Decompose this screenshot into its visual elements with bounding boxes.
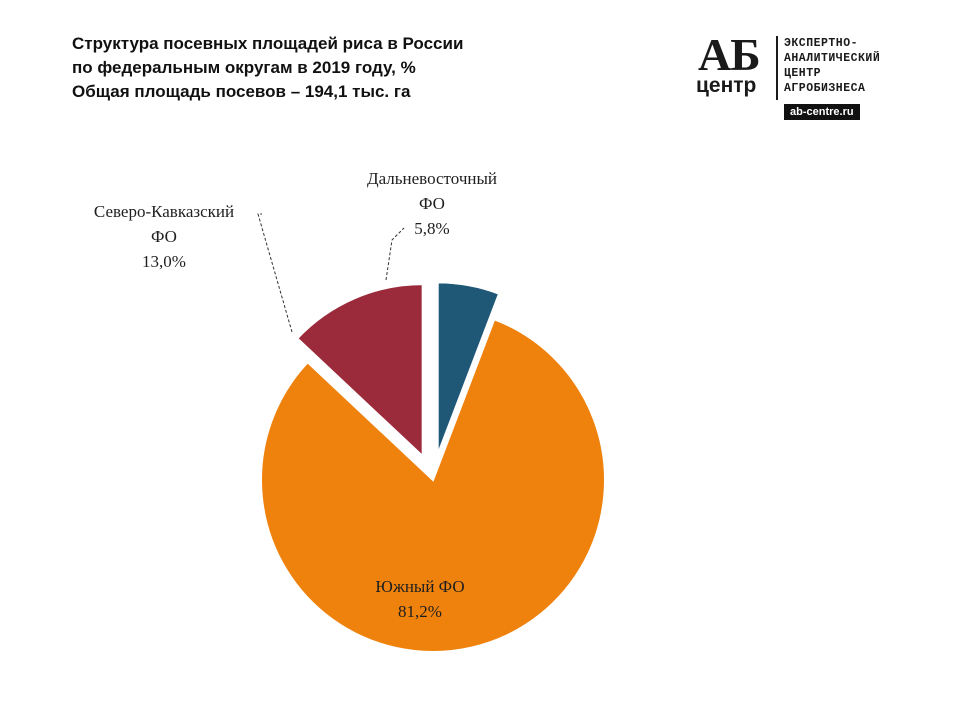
logo-mark-ab: АБ	[698, 29, 761, 80]
logo-text-line-4: АГРОБИЗНЕСА	[784, 82, 866, 95]
leader-line-3	[257, 213, 293, 333]
pie-slice-1	[436, 281, 501, 455]
logo-divider	[776, 36, 778, 100]
leader-lines	[257, 213, 405, 333]
ab-centre-logo: АБ центр ЭКСПЕРТНО- АНАЛИТИЧЕСКИЙ ЦЕНТР …	[688, 32, 936, 120]
logo-url: ab-centre.ru	[784, 104, 860, 120]
chart-title: Структура посевных площадей риса в Росси…	[72, 32, 572, 104]
logo-mark: АБ центр	[692, 29, 774, 102]
title-line-2: по федеральным округам в 2019 году, %	[72, 58, 416, 77]
slice-value-label-2: 81,2%	[398, 602, 442, 621]
logo-text-line-2: АНАЛИТИЧЕСКИЙ	[784, 52, 881, 65]
pie-slices	[260, 281, 606, 653]
title-line-1: Структура посевных площадей риса в Росси…	[72, 34, 464, 53]
slice-value-label-1: 5,8%	[414, 219, 449, 238]
pie-slice-3	[295, 283, 424, 459]
logo-mark-center: центр	[696, 74, 757, 97]
logo-text: ЭКСПЕРТНО- АНАЛИТИЧЕСКИЙ ЦЕНТР АГРОБИЗНЕ…	[784, 36, 880, 96]
pie-slice-2	[260, 318, 606, 653]
logo-text-line-3: ЦЕНТР	[784, 67, 822, 80]
slice-labels: Дальневосточный ФО 5,8% Южный ФО 81,2% Северо…	[94, 169, 497, 621]
slice-name-label-1: Дальневосточный	[367, 169, 497, 188]
slice-value-label-3: 13,0%	[142, 252, 186, 271]
slice-name-label-3: ФО	[151, 227, 177, 246]
slice-name-label-2: Южный ФО	[375, 577, 464, 596]
slice-name-label-1: ФО	[419, 194, 445, 213]
logo-text-line-1: ЭКСПЕРТНО-	[784, 37, 859, 50]
leader-line-1	[385, 227, 405, 281]
slice-name-label-3: Северо-Кавказский	[94, 202, 234, 221]
title-line-3: Общая площадь посевов – 194,1 тыс. га	[72, 82, 411, 101]
